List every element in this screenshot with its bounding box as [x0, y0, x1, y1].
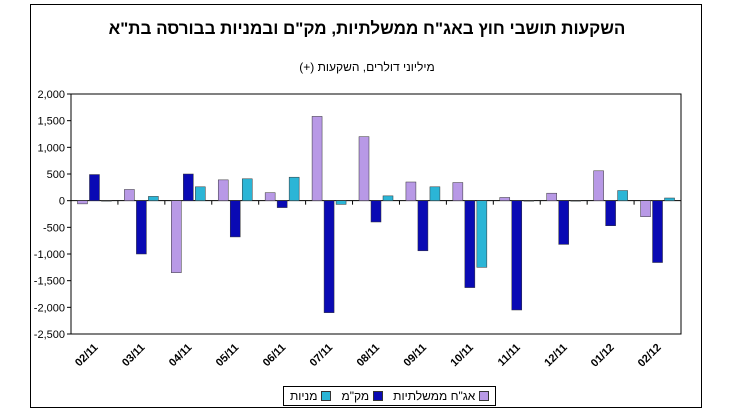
bar-1 — [640, 200, 651, 217]
y-tick-label: -2,500 — [34, 329, 65, 341]
bar-1 — [499, 197, 511, 201]
chart-subtitle: מיליוני דולרים, השקעות (+) — [299, 60, 435, 74]
x-tick-label: 03/11 — [120, 342, 148, 370]
bar-2 — [229, 200, 241, 238]
bar-2 — [370, 200, 382, 223]
y-tick-label: -1,500 — [34, 276, 65, 288]
bar-chart: 2,000 1,500 1,000 500 0 -500 -1,000 -1,500 -2,00… — [34, 89, 682, 370]
bar-3 — [429, 186, 441, 201]
y-tick-label: 1,500 — [37, 116, 65, 128]
bar-3 — [570, 200, 581, 202]
y-tick-label: 2,000 — [37, 89, 65, 101]
bar-2 — [136, 200, 147, 255]
bar-3 — [617, 190, 628, 201]
x-tick-label: 09/11 — [402, 342, 430, 370]
legend-swatch — [479, 391, 490, 401]
bar-2 — [183, 173, 194, 201]
bar-3 — [476, 200, 488, 268]
chart-title: השקעות תושבי חוץ באג"ח ממשלתיות, מק"ם וב… — [108, 19, 626, 38]
bar-1 — [311, 116, 323, 201]
x-tick-label: 05/11 — [214, 342, 242, 370]
bar-3 — [288, 176, 300, 201]
bar-3 — [335, 200, 347, 205]
x-tick-label: 02/12 — [636, 342, 664, 370]
x-tick-label: 01/12 — [589, 342, 617, 370]
bar-1 — [452, 182, 464, 201]
x-tick-label: 10/11 — [448, 342, 476, 370]
bar-3 — [382, 195, 394, 201]
bar-1 — [171, 200, 182, 273]
legend-swatch — [321, 391, 332, 401]
x-tick-label: 11/11 — [496, 342, 523, 369]
bar-1 — [264, 192, 276, 201]
legend: אג"ח ממשלתיות מק"מ מניות — [283, 386, 497, 406]
x-tick-label: 12/11 — [542, 342, 570, 370]
x-tick-label: 02/11 — [73, 342, 101, 370]
bar-1 — [217, 179, 229, 201]
bar-1 — [593, 170, 604, 201]
y-tick-label: -2,000 — [34, 302, 65, 314]
bar-1 — [358, 136, 370, 201]
bar-2 — [323, 200, 335, 313]
y-tick-label: -1,000 — [34, 249, 65, 261]
bar-2 — [417, 200, 429, 252]
bar-2 — [89, 174, 100, 201]
legend-label: אג"ח ממשלתיות — [393, 389, 476, 403]
bar-1 — [124, 189, 135, 201]
bar-1 — [77, 200, 88, 205]
bar-3 — [101, 200, 112, 202]
x-tick-label: 04/11 — [167, 342, 195, 370]
bar-3 — [148, 196, 159, 201]
legend-item: אג"ח ממשלתיות — [393, 389, 490, 403]
bar-2 — [464, 200, 476, 288]
bar-2 — [511, 200, 523, 311]
x-tick-label: 06/11 — [261, 342, 289, 370]
bar-2 — [276, 200, 288, 208]
bar-1 — [546, 192, 557, 201]
bar-3 — [195, 186, 206, 201]
bar-3 — [241, 178, 253, 201]
x-tick-label: 08/11 — [355, 342, 383, 370]
plot-area — [70, 93, 682, 335]
legend-item: מניות — [290, 389, 332, 403]
y-tick-label: 0 — [59, 196, 65, 208]
legend-swatch — [373, 391, 384, 401]
x-tick-label: 07/11 — [308, 342, 336, 370]
chart-frame: השקעות תושבי חוץ באג"ח ממשלתיות, מק"ם וב… — [30, 4, 702, 408]
legend-item: מק"מ — [341, 389, 384, 403]
bar-3 — [664, 197, 675, 201]
y-tick-label: 1,000 — [37, 142, 65, 154]
bar-2 — [558, 200, 569, 245]
bar-1 — [405, 181, 417, 201]
y-tick-label: 500 — [47, 169, 65, 181]
legend-label: מק"מ — [341, 389, 370, 403]
bar-2 — [652, 200, 663, 263]
y-tick-label: -500 — [43, 222, 65, 234]
bar-2 — [605, 200, 616, 226]
bar-3 — [523, 200, 535, 202]
legend-label: מניות — [290, 389, 318, 403]
